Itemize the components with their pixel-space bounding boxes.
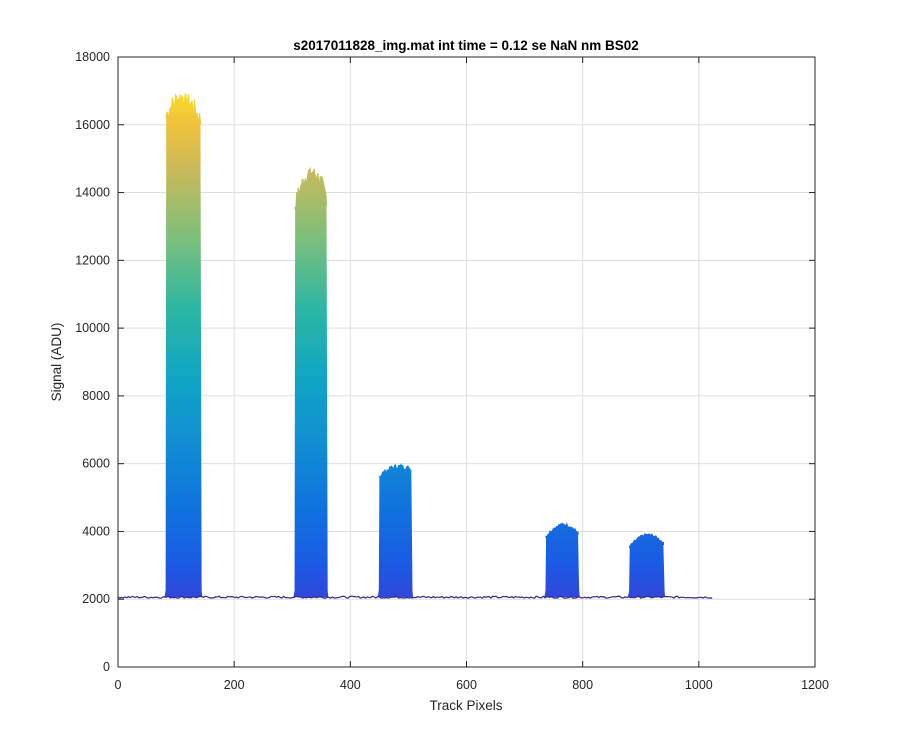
- signal-series: [118, 93, 713, 599]
- signal-peak-1: [164, 94, 203, 598]
- signal-peak-top-5: [629, 532, 664, 549]
- grid-lines: [118, 57, 815, 667]
- y-tick-label: 16000: [75, 118, 110, 132]
- signal-peak-top-2: [294, 166, 328, 210]
- x-tick-label: 1200: [801, 678, 829, 692]
- signal-peak-4: [544, 523, 580, 598]
- signal-peak-top-4: [545, 522, 579, 539]
- signal-peak-5: [627, 533, 666, 598]
- y-tick-label: 4000: [82, 524, 110, 538]
- x-tick-label: 600: [456, 678, 477, 692]
- y-tick-labels: 0 2000 4000 6000 8000 10000 12000 14000 16000 180…: [75, 50, 110, 674]
- x-tick-label: 0: [115, 678, 122, 692]
- x-tick-label: 400: [340, 678, 361, 692]
- signal-peak-2: [293, 168, 329, 598]
- x-tick-label: 1000: [685, 678, 713, 692]
- y-tick-label: 6000: [82, 457, 110, 471]
- y-axis-label: Signal (ADU): [49, 323, 64, 402]
- y-tick-label: 12000: [75, 253, 110, 267]
- baseline-trace: [118, 595, 713, 599]
- signal-peak-top-3: [378, 463, 412, 478]
- signal-peak-3: [377, 464, 414, 598]
- y-tick-label: 14000: [75, 186, 110, 200]
- x-tick-labels: 0 200 400 600 800 1000 1200: [115, 678, 829, 692]
- x-axis-label: Track Pixels: [429, 698, 502, 713]
- signal-peak-top-1: [165, 93, 202, 125]
- x-tick-label: 200: [224, 678, 245, 692]
- tick-marks: [117, 56, 816, 668]
- y-tick-label: 18000: [75, 50, 110, 64]
- y-tick-label: 10000: [75, 321, 110, 335]
- y-tick-label: 0: [103, 660, 110, 674]
- chart-title: s2017011828_img.mat int time = 0.12 se N…: [293, 38, 639, 53]
- y-tick-label: 8000: [82, 389, 110, 403]
- x-tick-label: 800: [572, 678, 593, 692]
- y-tick-label: 2000: [82, 592, 110, 606]
